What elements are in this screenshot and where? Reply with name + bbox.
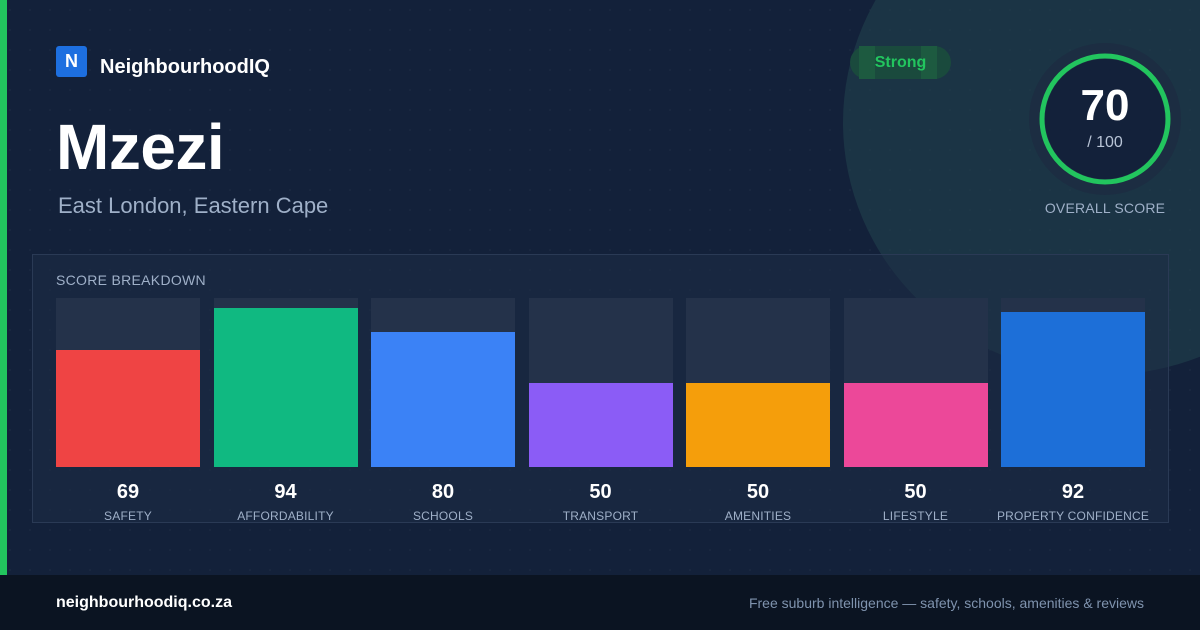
share-card: N NeighbourhoodIQ Mzezi East London, Eas… [0, 0, 1200, 575]
brand-logo-letter: N [65, 51, 78, 71]
bar-track [56, 298, 200, 467]
badge-segment [859, 46, 875, 79]
bar-column: 94 AFFORDABILITY [213, 298, 358, 523]
bar-category-label: SCHOOLS [412, 509, 474, 523]
bar-column: 50 LIFESTYLE [843, 298, 988, 523]
bar-value-label: 80 [431, 481, 455, 503]
rating-badge: Strong [850, 46, 951, 79]
bar-value-label: 50 [746, 481, 770, 503]
bar-track [686, 298, 830, 467]
bar-category-label: AFFORDABILITY [237, 509, 334, 523]
overall-score-ring: 70 / 100 [1028, 42, 1182, 196]
bar-value-label: 50 [589, 481, 612, 503]
bar-affordability [213, 308, 358, 467]
bar-value-label: 50 [904, 481, 927, 503]
bar-property-confidence [1001, 311, 1145, 467]
footer: neighbourhoodiq.co.za Free suburb intell… [0, 575, 1200, 630]
footer-tagline: Free suburb intelligence — safety, schoo… [748, 595, 1144, 611]
bar-track [213, 298, 358, 467]
bar-category-label: LIFESTYLE [882, 509, 949, 523]
bar-column: 80 SCHOOLS [371, 298, 515, 523]
bar-safety [56, 350, 200, 467]
bar-track [528, 298, 673, 467]
footer-url[interactable]: neighbourhoodiq.co.za [56, 594, 232, 611]
bar-transport [528, 382, 673, 467]
bar-lifestyle [843, 382, 988, 467]
overall-score-max: / 100 [1087, 134, 1123, 151]
bar-category-label: AMENITIES [724, 509, 792, 523]
bar-value-label: 94 [274, 481, 297, 503]
bar-schools [371, 331, 515, 467]
bar-track [843, 298, 988, 467]
bar-category-label: PROPERTY CONFIDENCE [996, 509, 1150, 523]
accent-bar [0, 0, 7, 575]
bar-amenities [686, 382, 830, 467]
ring-inner-disc [1045, 59, 1165, 179]
bar-track [1001, 298, 1145, 467]
bar-column: 92 PROPERTY CONFIDENCE [997, 298, 1149, 523]
overall-score-value: 70 [1080, 81, 1130, 130]
score-breakdown-title: SCORE BREAKDOWN [56, 272, 206, 288]
suburb-title: Mzezi [56, 111, 225, 183]
score-breakdown-panel: SCORE BREAKDOWN 69 SAFETY 94 AFFORDABILITY 8… [32, 254, 1169, 523]
brand-logo-icon: N [56, 46, 87, 77]
bar-track [371, 298, 515, 467]
rating-badge-label: Strong [874, 53, 927, 71]
bar-category-label: SAFETY [104, 509, 152, 523]
bar-category-label: TRANSPORT [562, 509, 639, 523]
overall-score-label: OVERALL SCORE [1044, 200, 1166, 216]
score-ring-graphic [1029, 43, 1181, 195]
brand-name: NeighbourhoodIQ [100, 56, 270, 78]
bar-value-label: 92 [1061, 481, 1085, 503]
suburb-location: East London, Eastern Cape [58, 193, 329, 218]
bar-column: 69 SAFETY [56, 298, 200, 523]
badge-segment [921, 46, 937, 79]
bar-column: 50 TRANSPORT [528, 298, 673, 523]
ring-progress-arc [1039, 53, 1171, 185]
bar-column: 50 AMENITIES [686, 298, 830, 523]
bar-value-label: 69 [116, 481, 140, 503]
